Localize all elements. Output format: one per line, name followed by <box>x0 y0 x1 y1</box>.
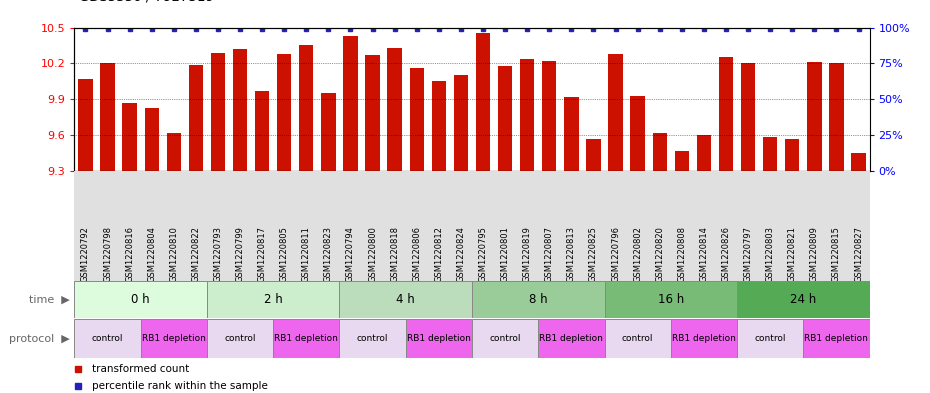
Text: 16 h: 16 h <box>658 293 684 306</box>
Text: RB1 depletion: RB1 depletion <box>407 334 471 343</box>
Bar <box>321 93 336 171</box>
Bar <box>719 57 733 171</box>
Text: RB1 depletion: RB1 depletion <box>142 334 206 343</box>
Bar <box>232 49 247 171</box>
Bar <box>741 63 755 171</box>
Text: GDS5350 / 7927519: GDS5350 / 7927519 <box>79 0 214 4</box>
Bar <box>432 81 446 171</box>
Bar <box>472 319 538 358</box>
Bar <box>653 133 667 171</box>
Text: control: control <box>754 334 786 343</box>
Bar <box>586 139 601 171</box>
Text: control: control <box>489 334 521 343</box>
Text: control: control <box>622 334 654 343</box>
Text: 4 h: 4 h <box>396 293 415 306</box>
Text: RB1 depletion: RB1 depletion <box>804 334 869 343</box>
Bar <box>405 319 472 358</box>
Bar <box>140 319 206 358</box>
Text: control: control <box>224 334 256 343</box>
Bar <box>206 281 339 318</box>
Bar <box>631 95 644 171</box>
Bar <box>604 281 737 318</box>
Bar <box>737 319 804 358</box>
Bar <box>273 319 339 358</box>
Bar <box>520 59 535 171</box>
Bar <box>830 63 844 171</box>
Text: transformed count: transformed count <box>92 364 189 374</box>
Text: 2 h: 2 h <box>264 293 283 306</box>
Bar <box>299 46 313 171</box>
Text: 8 h: 8 h <box>529 293 548 306</box>
Bar <box>365 55 379 171</box>
Bar <box>454 75 468 171</box>
Bar <box>189 64 203 171</box>
Text: protocol  ▶: protocol ▶ <box>9 334 70 344</box>
Bar <box>144 108 159 171</box>
Bar <box>78 79 93 171</box>
Bar <box>409 68 424 171</box>
Text: control: control <box>357 334 389 343</box>
Text: control: control <box>92 334 124 343</box>
Bar <box>472 281 604 318</box>
Bar <box>671 319 737 358</box>
Text: RB1 depletion: RB1 depletion <box>274 334 339 343</box>
Bar <box>785 139 800 171</box>
Bar <box>123 103 137 171</box>
Bar <box>538 319 604 358</box>
Bar <box>604 319 671 358</box>
Bar <box>737 281 870 318</box>
Text: RB1 depletion: RB1 depletion <box>672 334 736 343</box>
Text: 0 h: 0 h <box>131 293 150 306</box>
Bar <box>211 53 225 171</box>
Bar <box>851 153 866 171</box>
Bar <box>608 54 623 171</box>
Bar <box>339 319 405 358</box>
Bar <box>206 319 273 358</box>
Bar <box>74 319 140 358</box>
Text: percentile rank within the sample: percentile rank within the sample <box>92 381 268 391</box>
Text: 24 h: 24 h <box>790 293 817 306</box>
Bar <box>255 91 270 171</box>
Bar <box>339 281 472 318</box>
Bar <box>763 138 777 171</box>
Bar <box>166 133 181 171</box>
Bar <box>498 66 512 171</box>
Bar <box>674 151 689 171</box>
Bar <box>388 48 402 171</box>
Bar <box>476 33 490 171</box>
Bar <box>565 97 578 171</box>
Bar <box>74 281 206 318</box>
Bar <box>277 54 291 171</box>
Text: time  ▶: time ▶ <box>29 295 70 305</box>
Bar <box>542 61 556 171</box>
Bar <box>807 62 821 171</box>
Bar <box>100 63 114 171</box>
Bar <box>697 135 711 171</box>
Text: RB1 depletion: RB1 depletion <box>539 334 604 343</box>
Bar <box>343 36 358 171</box>
Bar <box>804 319 870 358</box>
